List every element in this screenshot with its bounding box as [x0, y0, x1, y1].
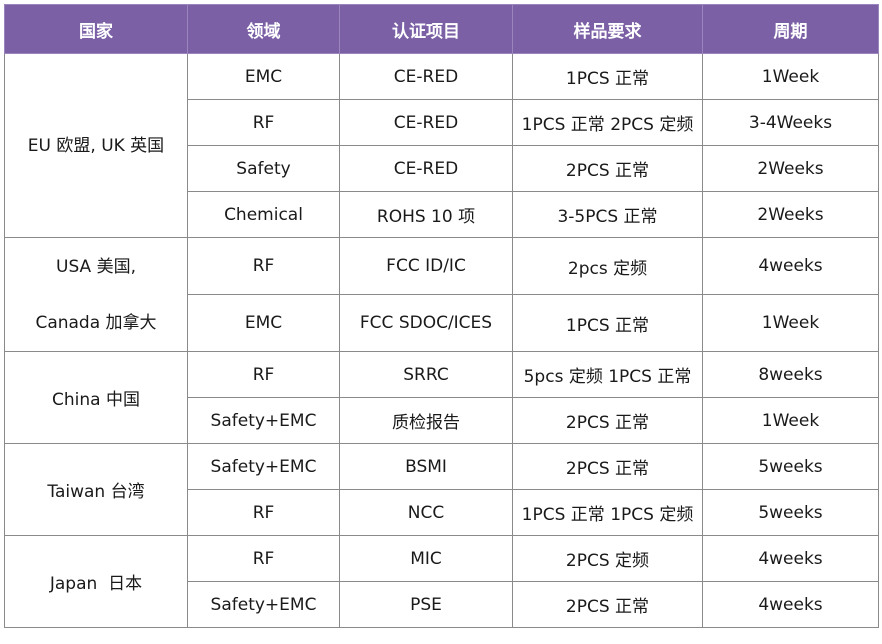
- field-cell: EMC: [187, 294, 340, 352]
- sample-cell: 1PCS 正常: [512, 294, 703, 352]
- table-row: EU 欧盟, UK 英国 EMC CE-RED 1PCS 正常 1Week: [4, 53, 879, 238]
- certification-cell: PSE: [339, 581, 513, 628]
- cycle-cell: 3-4Weeks: [702, 99, 879, 146]
- cycle-cell: 2Weeks: [702, 191, 879, 238]
- certification-cell: CE-RED: [339, 99, 513, 146]
- table-row: Japan 日本 RF MIC 2PCS 定频 4weeks: [4, 535, 879, 628]
- table-row: Safety+EMC 质检报告 2PCS 正常 1Week: [5, 397, 879, 444]
- certification-cell: CE-RED: [339, 145, 513, 192]
- cycle-cell: 1Week: [702, 53, 879, 100]
- country-label: USA 美国,: [56, 256, 136, 277]
- sample-cell: 3-5PCS 正常: [512, 191, 703, 238]
- country-cell: EU 欧盟, UK 英国: [4, 53, 188, 238]
- certification-cell: ROHS 10 项: [339, 191, 513, 238]
- sample-cell: 1PCS 正常 1PCS 定频: [512, 489, 703, 536]
- certification-cell: 质检报告: [339, 397, 513, 444]
- field-cell: Safety+EMC: [187, 581, 340, 628]
- cycle-cell: 4weeks: [702, 237, 879, 295]
- cycle-cell: 5weeks: [702, 443, 879, 490]
- table-row: Taiwan 台湾 Safety+EMC BSMI 2PCS 正常 5weeks: [4, 443, 879, 536]
- cycle-cell: 1Week: [702, 397, 879, 444]
- country-cell: Taiwan 台湾: [4, 443, 188, 536]
- cycle-cell: 5weeks: [702, 489, 879, 536]
- cycle-cell: 2Weeks: [702, 145, 879, 192]
- table-row: RF NCC 1PCS 正常 1PCS 定频 5weeks: [5, 489, 879, 536]
- table-row: Safety CE-RED 2PCS 正常 2Weeks: [5, 145, 879, 192]
- country-label: EU 欧盟, UK 英国: [27, 135, 165, 156]
- field-cell: Chemical: [187, 191, 340, 238]
- country-cell: USA 美国, Canada 加拿大: [4, 237, 188, 352]
- field-cell: RF: [187, 351, 340, 398]
- sample-cell: 5pcs 定频 1PCS 正常: [512, 351, 703, 398]
- field-cell: RF: [187, 489, 340, 536]
- sample-cell: 1PCS 正常: [512, 53, 703, 100]
- country-label: Japan 日本: [49, 574, 143, 594]
- table-row: USA 美国, Canada 加拿大 RF FCC ID/IC 2pcs 定频 …: [4, 237, 879, 352]
- sample-cell: 2PCS 正常: [512, 397, 703, 444]
- certification-cell: CE-RED: [339, 53, 513, 100]
- sample-cell: 2PCS 正常: [512, 581, 703, 628]
- country-cell: Japan 日本: [4, 535, 188, 628]
- country-label: China 中国: [52, 390, 140, 410]
- country-label: Canada 加拿大: [35, 312, 157, 333]
- certification-cell: SRRC: [339, 351, 513, 398]
- cycle-cell: 4weeks: [702, 535, 879, 582]
- table-row: Safety+EMC PSE 2PCS 正常 4weeks: [5, 581, 879, 628]
- field-cell: RF: [187, 99, 340, 146]
- field-cell: Safety+EMC: [187, 443, 340, 490]
- header-country: 国家: [4, 4, 188, 54]
- field-cell: Safety+EMC: [187, 397, 340, 444]
- table-row: RF CE-RED 1PCS 正常 2PCS 定频 3-4Weeks: [5, 99, 879, 146]
- header-cycle: 周期: [702, 4, 879, 54]
- field-cell: RF: [187, 535, 340, 582]
- certification-cell: BSMI: [339, 443, 513, 490]
- header-field: 领域: [187, 4, 340, 54]
- field-cell: EMC: [187, 53, 340, 100]
- header-certification: 认证项目: [339, 4, 513, 54]
- header-sample-requirement: 样品要求: [512, 4, 703, 54]
- sample-cell: 2pcs 定频: [512, 237, 703, 295]
- cycle-cell: 1Week: [702, 294, 879, 352]
- country-cell: China 中国: [4, 351, 188, 444]
- sample-cell: 2PCS 定频: [512, 535, 703, 582]
- cycle-cell: 4weeks: [702, 581, 879, 628]
- sample-cell: 2PCS 正常: [512, 443, 703, 490]
- certification-cell: FCC ID/IC: [339, 237, 513, 295]
- cycle-cell: 8weeks: [702, 351, 879, 398]
- header-row: 国家 领域 认证项目 样品要求 周期: [4, 4, 879, 54]
- certification-cell: MIC: [339, 535, 513, 582]
- field-cell: Safety: [187, 145, 340, 192]
- table-row: China 中国 RF SRRC 5pcs 定频 1PCS 正常 8weeks: [4, 351, 879, 444]
- certification-table: 国家 领域 认证项目 样品要求 周期 EU 欧盟, UK 英国 EMC CE-R…: [4, 4, 879, 628]
- certification-cell: FCC SDOC/ICES: [339, 294, 513, 352]
- sample-cell: 2PCS 正常: [512, 145, 703, 192]
- country-label: Taiwan 台湾: [47, 482, 145, 502]
- sample-cell: 1PCS 正常 2PCS 定频: [512, 99, 703, 146]
- table-row: EMC FCC SDOC/ICES 1PCS 正常 1Week: [5, 294, 879, 352]
- table-row: Chemical ROHS 10 项 3-5PCS 正常 2Weeks: [5, 191, 879, 238]
- field-cell: RF: [187, 237, 340, 295]
- certification-cell: NCC: [339, 489, 513, 536]
